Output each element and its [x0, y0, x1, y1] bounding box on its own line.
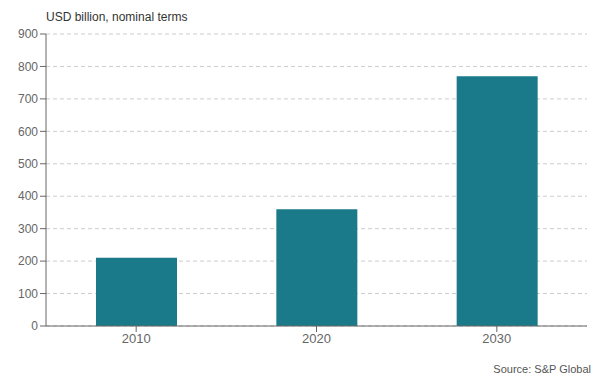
svg-text:200: 200	[18, 254, 38, 268]
svg-text:600: 600	[18, 125, 38, 139]
svg-text:2010: 2010	[122, 331, 151, 346]
svg-text:300: 300	[18, 222, 38, 236]
svg-text:100: 100	[18, 287, 38, 301]
svg-text:700: 700	[18, 92, 38, 106]
svg-text:2020: 2020	[302, 331, 331, 346]
svg-text:2030: 2030	[482, 331, 511, 346]
svg-text:0: 0	[31, 319, 38, 333]
svg-text:800: 800	[18, 60, 38, 74]
html-text:USD billion, nominal terms: USD billion, nominal terms	[46, 10, 188, 24]
svg-text:900: 900	[18, 27, 38, 41]
html-text:Source: S&P Global: Source: S&P Global	[493, 363, 591, 375]
svg-text:400: 400	[18, 189, 38, 203]
svg-text:500: 500	[18, 157, 38, 171]
